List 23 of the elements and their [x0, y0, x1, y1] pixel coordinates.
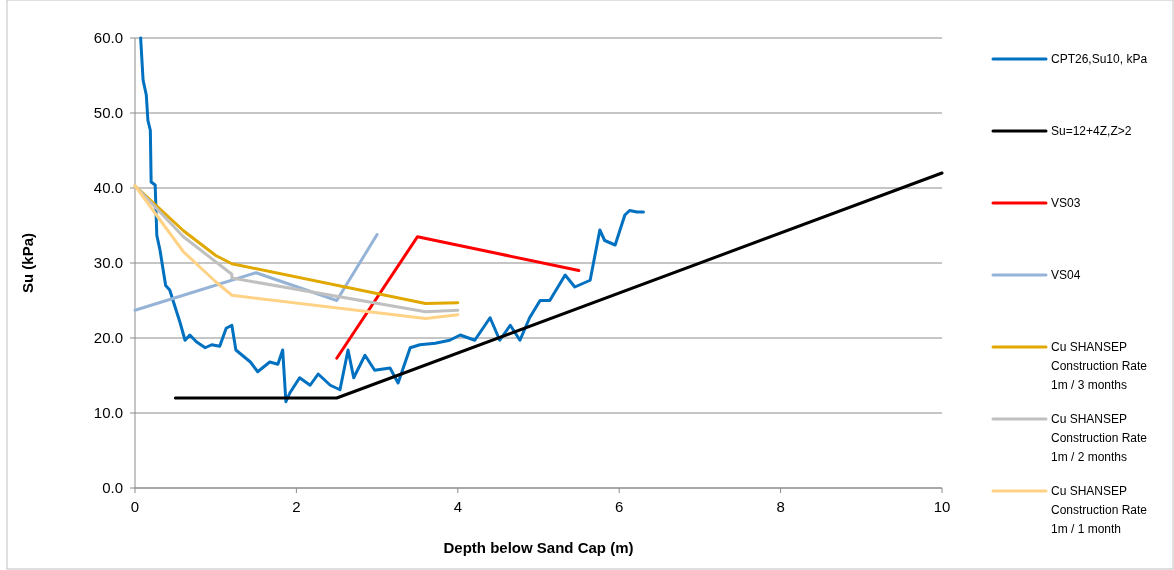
y-tick-label: 60.0: [93, 29, 123, 46]
x-axis-title: Depth below Sand Cap (m): [443, 539, 634, 556]
x-tick-label: 10: [933, 498, 951, 515]
legend-label: Cu SHANSEP Construction Rate 1m / 3 months: [1051, 340, 1148, 392]
x-tick-label: 0: [130, 498, 140, 515]
y-tick-label: 10.0: [93, 404, 123, 421]
y-tick-label: 30.0: [93, 254, 123, 271]
x-tick-label: 8: [776, 498, 785, 515]
legend-label: Cu SHANSEP Construction Rate 1m / 2 months: [1051, 412, 1148, 464]
legend-label: Su=12+4Z,Z>2: [1051, 124, 1132, 138]
y-tick-label: 40.0: [93, 179, 123, 196]
legend-label: VS03: [1051, 196, 1081, 210]
legend-label: Cu SHANSEP Construction Rate 1m / 1 month: [1051, 484, 1148, 536]
legend-label: VS04: [1051, 268, 1081, 282]
y-tick-label: 20.0: [93, 329, 123, 346]
y-tick-label: 0.0: [102, 479, 123, 496]
y-tick-label: 50.0: [93, 104, 123, 121]
y-axis-title: Su (kPa): [19, 232, 36, 294]
line-series: [139, 36, 645, 404]
x-tick-label: 2: [292, 498, 301, 515]
x-tick-label: 4: [453, 498, 462, 515]
x-tick-label: 6: [615, 498, 624, 515]
legend-label: CPT26,Su10, kPa: [1051, 52, 1148, 66]
